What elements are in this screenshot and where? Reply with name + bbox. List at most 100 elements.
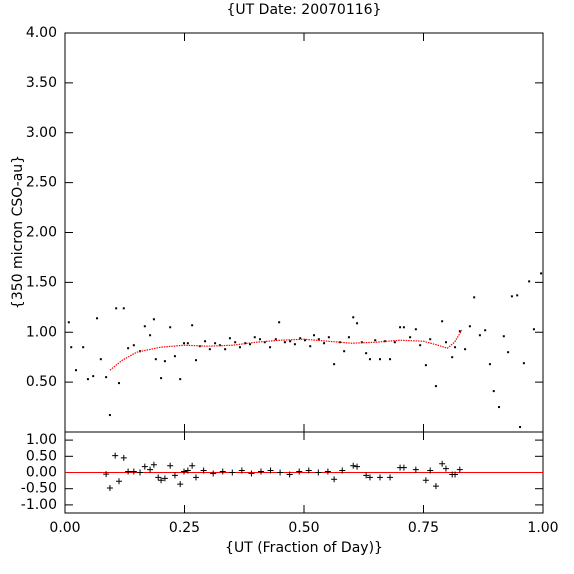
- residual-point: [387, 474, 394, 481]
- data-point: [152, 318, 155, 321]
- residual-point: [161, 475, 168, 482]
- data-point: [507, 351, 510, 354]
- residual-point: [286, 471, 293, 478]
- data-point: [313, 334, 316, 337]
- y-tick-label: 2.50: [26, 175, 57, 191]
- residual-point: [277, 469, 284, 476]
- y-tick-label: 0.50: [26, 448, 57, 464]
- y-axis-label: {350 micron CSO-au}: [10, 155, 26, 309]
- residual-point: [439, 460, 446, 467]
- data-point: [118, 382, 121, 385]
- data-point: [498, 406, 501, 409]
- fit-line: [109, 329, 463, 371]
- y-tick-label: 3.00: [26, 125, 57, 141]
- residual-point: [267, 467, 274, 474]
- residual-point: [150, 461, 157, 468]
- data-point: [464, 348, 467, 351]
- residual-point: [452, 471, 459, 478]
- data-point: [540, 272, 543, 275]
- data-point: [338, 341, 341, 344]
- residual-point: [137, 469, 144, 476]
- residual-point: [141, 463, 148, 470]
- data-point: [163, 360, 166, 363]
- residual-point: [427, 467, 434, 474]
- residual-point: [257, 468, 264, 475]
- residual-point: [171, 472, 178, 479]
- data-point: [444, 341, 447, 344]
- data-point: [132, 344, 135, 347]
- data-point: [368, 358, 371, 361]
- residual-point: [130, 468, 137, 475]
- residual-point: [120, 454, 127, 461]
- residual-point: [350, 462, 357, 469]
- residual-point: [158, 477, 165, 484]
- data-point: [333, 363, 336, 366]
- data-point: [516, 294, 519, 297]
- data-point: [522, 362, 525, 365]
- residual-point: [210, 470, 217, 477]
- data-point: [122, 307, 125, 310]
- residual-point: [422, 477, 429, 484]
- data-point: [356, 322, 359, 325]
- data-point: [389, 358, 392, 361]
- data-point: [424, 364, 427, 367]
- residual-point: [315, 469, 322, 476]
- data-point: [248, 343, 251, 346]
- data-point: [451, 356, 454, 359]
- data-point: [92, 375, 95, 378]
- data-point: [82, 346, 85, 349]
- y-tick-label: 1.50: [26, 274, 57, 290]
- data-point: [519, 426, 522, 429]
- residual-point: [229, 469, 236, 476]
- data-point: [183, 342, 186, 345]
- data-point: [253, 336, 256, 339]
- data-point: [74, 369, 77, 372]
- residual-point: [116, 478, 123, 485]
- residual-point: [177, 481, 184, 488]
- residual-point: [219, 468, 226, 475]
- residual-point: [442, 465, 449, 472]
- data-point: [70, 346, 73, 349]
- residual-point: [125, 468, 132, 475]
- data-point: [238, 346, 241, 349]
- data-point: [244, 342, 247, 345]
- residual-point: [189, 462, 196, 469]
- data-point: [263, 341, 266, 344]
- data-point: [105, 376, 108, 379]
- data-point: [502, 335, 505, 338]
- data-point: [309, 345, 312, 348]
- data-point: [434, 385, 437, 388]
- data-point: [274, 338, 277, 341]
- data-point: [414, 328, 417, 331]
- residual-point: [377, 474, 384, 481]
- residual-point: [147, 466, 154, 473]
- residual-point: [324, 468, 331, 475]
- data-point: [299, 337, 302, 340]
- residual-point: [456, 466, 463, 473]
- data-point: [365, 352, 368, 355]
- data-point: [214, 342, 217, 345]
- data-point: [228, 337, 231, 340]
- y-tick-label: 0.00: [26, 465, 57, 481]
- data-point: [317, 338, 320, 341]
- data-point: [194, 359, 197, 362]
- residual-point: [248, 470, 255, 477]
- data-point: [127, 347, 130, 350]
- data-point: [532, 328, 535, 331]
- data-point: [99, 358, 102, 361]
- data-point: [409, 336, 412, 339]
- data-point: [323, 342, 326, 345]
- data-point: [283, 341, 286, 344]
- residual-point: [296, 468, 303, 475]
- data-point: [208, 348, 211, 351]
- data-point: [86, 378, 89, 381]
- residual-point: [106, 485, 113, 492]
- x-axis-label: {UT (Fraction of Day)}: [225, 540, 383, 556]
- data-point: [143, 325, 146, 328]
- x-tick-label: 0.75: [408, 520, 439, 536]
- data-point: [458, 330, 461, 333]
- data-point: [352, 316, 355, 319]
- data-point: [108, 414, 111, 417]
- data-point: [484, 329, 487, 332]
- data-point: [327, 336, 330, 339]
